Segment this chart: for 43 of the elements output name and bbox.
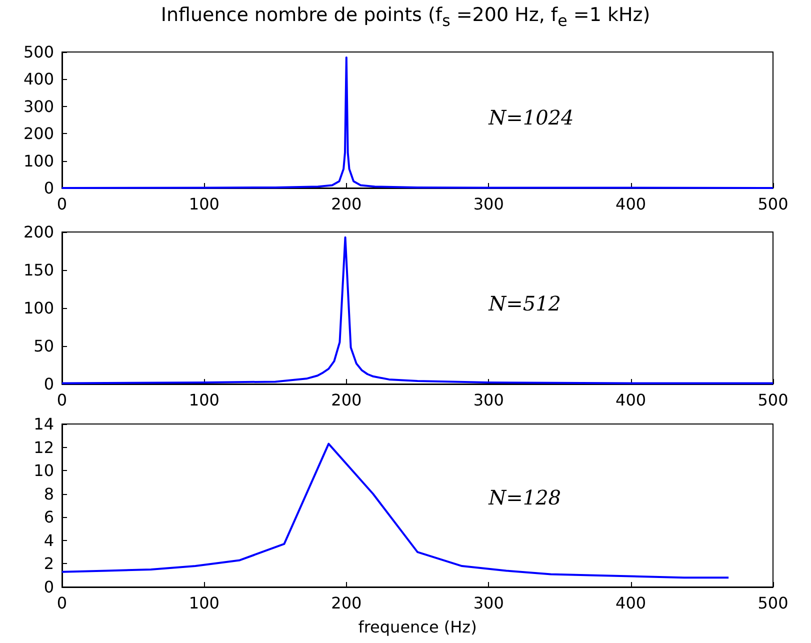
y-tick-label: 6	[44, 508, 54, 527]
y-tick-label: 0	[44, 374, 54, 394]
annotation: N=128	[488, 485, 562, 510]
x-tick-label: 400	[616, 390, 646, 410]
y-tick-label: 10	[34, 461, 54, 480]
y-tick-label: 500	[23, 42, 54, 62]
x-tick-label: 0	[56, 194, 68, 214]
x-tick-label: 400	[616, 194, 646, 214]
y-tick-label: 400	[23, 70, 54, 89]
y-tick-label: 50	[34, 336, 54, 356]
y-tick-label: 150	[23, 260, 54, 280]
y-tick-label: 12	[34, 438, 54, 457]
x-tick-label: 300	[473, 194, 504, 214]
annotation: N=512	[488, 292, 562, 316]
y-tick-label: 0	[44, 178, 54, 198]
x-tick-label: 100	[188, 390, 220, 410]
x-tick-label: 200	[331, 194, 362, 214]
x-axis-title: frequence (Hz)	[358, 618, 477, 636]
y-tick-label: 4	[44, 530, 54, 550]
x-tick-label: 0	[56, 594, 68, 612]
y-tick-label: 200	[23, 124, 54, 144]
annotation: N=1024	[488, 105, 574, 130]
x-tick-label: 400	[616, 594, 646, 612]
x-tick-label: 300	[473, 390, 504, 410]
y-tick-label: 100	[23, 298, 54, 318]
chart-title: Influence nombre de points (f$_{s}$ =200 Hz, f$_{e}$ =1 kHz)	[160, 4, 652, 30]
y-tick-label: 2	[44, 554, 54, 574]
x-tick-label: 300	[473, 594, 504, 612]
x-tick-label: 500	[758, 194, 788, 214]
x-tick-label: 500	[758, 390, 788, 410]
line-series	[61, 442, 730, 579]
x-tick-label: 100	[188, 194, 220, 214]
y-tick-label: 100	[23, 151, 54, 170]
x-tick-label: 200	[331, 390, 362, 410]
x-tick-label: 500	[758, 594, 788, 612]
x-tick-label: 200	[331, 594, 362, 612]
y-tick-label: 200	[23, 222, 54, 242]
x-tick-label: 0	[56, 390, 68, 410]
y-tick-label: 8	[44, 484, 54, 504]
y-tick-label: 0	[44, 578, 54, 596]
y-tick-label: 300	[23, 96, 54, 116]
y-tick-label: 14	[34, 414, 54, 434]
x-tick-label: 100	[188, 594, 220, 612]
